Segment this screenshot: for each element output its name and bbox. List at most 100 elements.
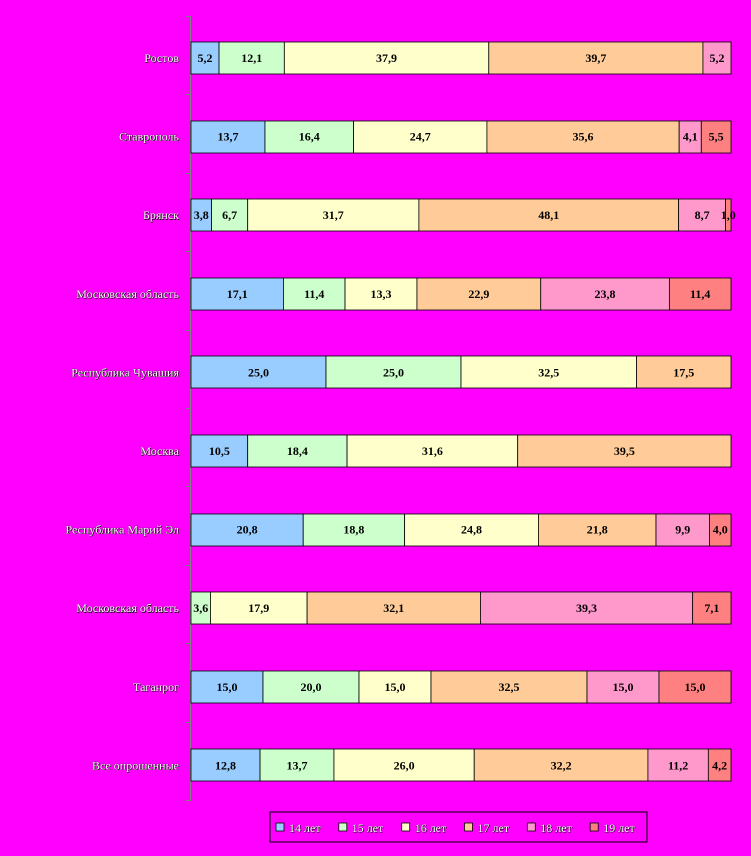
data-label: 22,9 (468, 287, 489, 301)
data-label: 32,2 (551, 758, 572, 772)
legend-label: 14 лет (289, 821, 321, 835)
data-label: 24,7 (410, 130, 431, 144)
bar-segment (486, 120, 680, 154)
bar-segment (636, 355, 732, 389)
axis-layer (186, 16, 191, 801)
data-label: 1,0 (721, 208, 736, 222)
bars-layer: 5,2 12,1 37,9 39,7 5,2 13,7 16,4 24,7 35,6 4,1 5,5… (190, 41, 736, 782)
bar-segment (668, 277, 732, 311)
category-label: Брянск (143, 208, 179, 222)
bar-segment (247, 198, 420, 232)
bar-segment (190, 434, 249, 468)
category-label: Московская область (76, 601, 179, 615)
data-label: 5,2 (198, 51, 213, 65)
data-label: 11,2 (668, 758, 688, 772)
data-label: 18,8 (343, 523, 364, 537)
data-label: 31,7 (323, 208, 344, 222)
data-label: 13,7 (217, 130, 238, 144)
category-label: Таганрог (133, 680, 179, 694)
bar-segment (678, 198, 726, 232)
bar-segment (404, 513, 539, 547)
bar-segment (325, 355, 462, 389)
data-label: 9,9 (675, 523, 690, 537)
data-label: 21,8 (587, 523, 608, 537)
bar-segment (283, 41, 490, 75)
data-label: 18,4 (287, 444, 308, 458)
data-label: 4,2 (712, 758, 727, 772)
legend-swatch (338, 822, 348, 832)
data-label: 4,1 (683, 130, 698, 144)
bar-segment (190, 120, 266, 154)
bar-segment (702, 41, 732, 75)
legend-swatch (464, 822, 473, 832)
category-label: Республика Чувашия (71, 365, 179, 379)
data-label: 35,6 (573, 130, 594, 144)
legend-label: 15 лет (352, 821, 384, 835)
bar-segment (540, 277, 670, 311)
data-label: 17,5 (673, 365, 694, 379)
bar-segment (517, 434, 732, 468)
bar-segment (190, 513, 304, 547)
data-label: 15,0 (217, 680, 238, 694)
bar-segment (709, 513, 732, 547)
data-label: 24,8 (461, 523, 482, 537)
data-label: 16,4 (299, 130, 320, 144)
bar-segment (358, 670, 432, 704)
data-label: 10,5 (209, 444, 230, 458)
data-label: 32,5 (538, 365, 559, 379)
category-label: Ставрополь (119, 130, 179, 144)
legend-label: 18 лет (540, 821, 572, 835)
data-label: 23,8 (595, 287, 616, 301)
legend-label: 19 лет (603, 821, 635, 835)
category-label: Все опрошенные (92, 758, 179, 772)
data-label: 32,1 (383, 601, 404, 615)
data-label: 39,5 (614, 444, 635, 458)
bar-segment (418, 198, 680, 232)
category-labels: Ростов Ставрополь Брянск Московская область… (65, 51, 179, 772)
bar-segment (647, 748, 709, 782)
bar-segment (306, 591, 481, 625)
data-label: 15,0 (613, 680, 634, 694)
bar-segment (346, 434, 519, 468)
bar-segment (190, 355, 327, 389)
bar-segment (488, 41, 704, 75)
data-label: 48,1 (538, 208, 559, 222)
bar-segment (725, 198, 732, 232)
category-label: Московская область (76, 287, 179, 301)
data-label: 26,0 (394, 758, 415, 772)
data-label: 20,8 (237, 523, 258, 537)
data-label: 3,8 (194, 208, 209, 222)
bar-segment (190, 748, 261, 782)
bar-segment (344, 277, 418, 311)
legend-swatch (275, 822, 285, 832)
legend-swatch (401, 822, 411, 832)
data-label: 8,7 (695, 208, 710, 222)
bar-segment (658, 670, 732, 704)
legend-label: 17 лет (478, 821, 510, 835)
bar-segment (460, 355, 637, 389)
data-label: 32,5 (499, 680, 520, 694)
legend-swatch (589, 822, 599, 832)
bar-segment (333, 748, 475, 782)
category-label: Республика Марий Эл (65, 523, 179, 537)
data-label: 37,9 (376, 51, 397, 65)
bar-segment (692, 591, 732, 625)
data-label: 25,0 (248, 365, 269, 379)
data-label: 5,2 (709, 51, 724, 65)
data-label: 12,8 (215, 758, 236, 772)
category-label: Ростов (144, 51, 179, 65)
legend-box (269, 811, 648, 843)
bar-segment (190, 41, 220, 75)
bar-segment (210, 591, 308, 625)
legend: 14 лет 15 лет 16 лет 17 лет 18 лет 19 лет (269, 811, 648, 843)
bar-segment (218, 41, 285, 75)
bar-segment (302, 513, 406, 547)
data-label: 11,4 (690, 287, 710, 301)
bar-segment (700, 120, 732, 154)
data-label: 15,0 (385, 680, 406, 694)
data-label: 11,4 (304, 287, 324, 301)
data-label: 39,7 (585, 51, 606, 65)
data-label: 12,1 (241, 51, 262, 65)
bar-segment (416, 277, 542, 311)
